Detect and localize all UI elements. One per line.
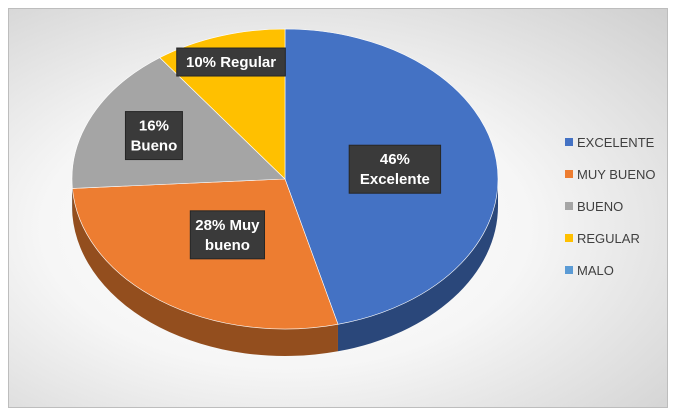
legend-item-excelente: EXCELENTE bbox=[565, 135, 655, 150]
legend-item-bueno: BUENO bbox=[565, 199, 623, 214]
legend-item-malo: MALO bbox=[565, 263, 614, 278]
legend-item-regular: REGULAR bbox=[565, 231, 640, 246]
legend: EXCELENTE MUY BUENO BUENO REGULAR MALO bbox=[565, 135, 656, 278]
data-label-muy-bueno: 28% Muy bueno bbox=[189, 210, 266, 260]
data-label-regular: 10% Regular bbox=[176, 47, 286, 77]
legend-label: EXCELENTE bbox=[577, 135, 655, 150]
data-label-text: 46% bbox=[380, 151, 410, 168]
chart-area: 46% Excelente 28% Muy bueno 16% Bueno 10% Regu… bbox=[8, 8, 668, 408]
data-label-excelente: 46% Excelente bbox=[348, 144, 442, 194]
data-label-text: bueno bbox=[205, 237, 250, 254]
legend-swatch bbox=[565, 170, 573, 178]
pie-side-muy-bueno bbox=[72, 188, 338, 356]
legend-label: BUENO bbox=[577, 199, 623, 214]
pie-chart: 46% Excelente 28% Muy bueno 16% Bueno 10% Regu… bbox=[71, 28, 656, 356]
legend-label: REGULAR bbox=[577, 231, 640, 246]
data-label-text: Excelente bbox=[360, 171, 430, 188]
legend-swatch bbox=[565, 138, 573, 146]
data-label-text: Bueno bbox=[131, 138, 178, 155]
legend-swatch bbox=[565, 234, 573, 242]
legend-swatch bbox=[565, 202, 573, 210]
data-label-bueno: 16% Bueno bbox=[124, 111, 183, 161]
legend-swatch bbox=[565, 266, 573, 274]
data-label-text: 10% Regular bbox=[186, 54, 276, 71]
legend-item-muy-bueno: MUY BUENO bbox=[565, 167, 656, 182]
data-label-text: 28% Muy bbox=[195, 217, 260, 234]
legend-label: MALO bbox=[577, 263, 614, 278]
data-label-text: 16% bbox=[139, 118, 169, 135]
pie-side-excelente bbox=[337, 179, 498, 352]
legend-label: MUY BUENO bbox=[577, 167, 656, 182]
